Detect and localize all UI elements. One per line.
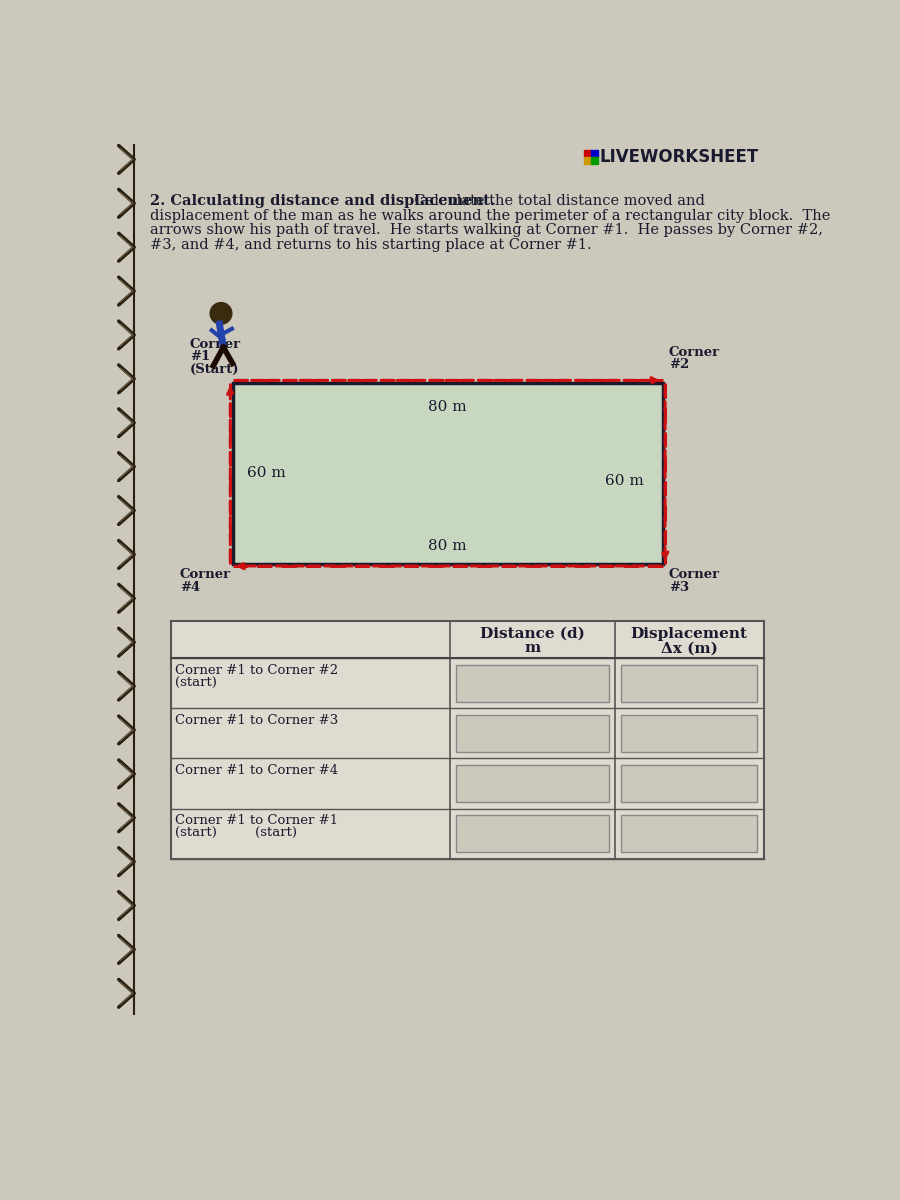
- Text: Δx (m): Δx (m): [661, 642, 717, 655]
- Text: 2. Calculating distance and displacement.: 2. Calculating distance and displacement…: [149, 194, 495, 208]
- Text: LIVEWORKSHEET: LIVEWORKSHEET: [600, 148, 760, 166]
- Text: Corner: Corner: [669, 346, 720, 359]
- Bar: [455, 714, 608, 752]
- Text: Distance (d): Distance (d): [480, 626, 585, 641]
- Text: #2: #2: [669, 358, 689, 371]
- Text: 60 m: 60 m: [605, 474, 644, 488]
- Text: displacement of the man as he walks around the perimeter of a rectangular city b: displacement of the man as he walks arou…: [149, 209, 830, 223]
- Text: (start): (start): [176, 677, 217, 690]
- Text: Corner: Corner: [669, 569, 720, 581]
- Bar: [621, 815, 757, 852]
- Text: m: m: [524, 642, 540, 655]
- Bar: [232, 383, 662, 564]
- Text: 60 m: 60 m: [247, 466, 285, 480]
- Text: #4: #4: [180, 581, 200, 594]
- Text: (start)         (start): (start) (start): [176, 827, 297, 840]
- Text: arrows show his path of travel.  He starts walking at Corner #1.  He passes by C: arrows show his path of travel. He start…: [149, 223, 823, 238]
- Text: Corner: Corner: [180, 569, 231, 581]
- Bar: [590, 157, 598, 164]
- Text: Displacement: Displacement: [631, 626, 748, 641]
- Text: Corner #1 to Corner #4: Corner #1 to Corner #4: [176, 764, 338, 776]
- Text: #1: #1: [190, 350, 211, 364]
- Text: #3, and #4, and returns to his starting place at Corner #1.: #3, and #4, and returns to his starting …: [149, 238, 591, 252]
- Bar: [584, 150, 590, 157]
- Text: (Start): (Start): [190, 362, 239, 376]
- Circle shape: [211, 302, 232, 324]
- Bar: [455, 764, 608, 803]
- Bar: [621, 665, 757, 702]
- Bar: [171, 622, 763, 858]
- Text: Corner #1 to Corner #3: Corner #1 to Corner #3: [176, 714, 338, 727]
- Text: 80 m: 80 m: [428, 400, 467, 414]
- Text: Corner #1 to Corner #2: Corner #1 to Corner #2: [176, 664, 338, 677]
- Text: #3: #3: [669, 581, 689, 594]
- Text: 80 m: 80 m: [428, 539, 467, 553]
- Text: Calculate the total distance moved and: Calculate the total distance moved and: [405, 194, 706, 208]
- Bar: [584, 157, 590, 164]
- Bar: [590, 150, 598, 157]
- Text: Corner #1 to Corner #1: Corner #1 to Corner #1: [176, 814, 338, 827]
- Text: Corner: Corner: [190, 338, 241, 352]
- Bar: [621, 714, 757, 752]
- Bar: [621, 764, 757, 803]
- Bar: [455, 815, 608, 852]
- Bar: [455, 665, 608, 702]
